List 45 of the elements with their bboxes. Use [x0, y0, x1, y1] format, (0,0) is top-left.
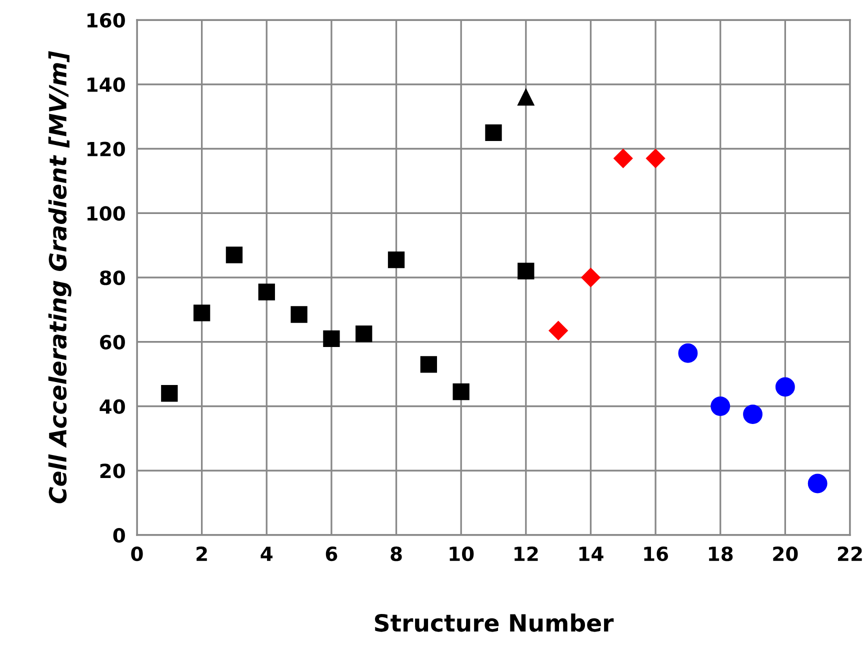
point [161, 385, 178, 402]
point [518, 262, 534, 280]
y-tick-label: 60 [100, 334, 125, 350]
x-axis-title: Structure Number [374, 614, 614, 632]
point [356, 325, 372, 342]
point [581, 268, 600, 288]
x-tick-label: 12 [514, 546, 538, 561]
point [646, 148, 666, 168]
point [548, 321, 568, 340]
x-tick-label: 14 [579, 546, 604, 561]
point [226, 246, 243, 264]
point [290, 306, 308, 323]
y-tick-label: 40 [100, 399, 125, 414]
x-tick-label: 6 [326, 546, 338, 562]
x-tick-label: 16 [644, 546, 668, 562]
point [420, 356, 438, 373]
x-tick-label: 22 [838, 546, 862, 561]
y-axis-title: Cell Accelerating Gradient [MV/m] [48, 51, 72, 504]
x-tick-label: 0 [131, 546, 143, 562]
point [258, 284, 275, 300]
x-tick-label: 4 [260, 546, 273, 561]
point [775, 377, 795, 397]
point [388, 251, 405, 268]
y-tick-label: 0 [113, 528, 125, 543]
x-tick-label: 8 [390, 546, 402, 562]
point [710, 396, 730, 416]
y-tick-label: 140 [87, 77, 125, 92]
y-tick-label: 80 [100, 270, 125, 286]
point [743, 404, 762, 424]
point [485, 124, 502, 141]
y-tick-label: 100 [87, 206, 125, 221]
y-tick-label: 120 [87, 142, 125, 156]
point [323, 330, 340, 347]
point [452, 383, 470, 400]
x-tick-label: 10 [450, 546, 474, 562]
y-tick-label: 160 [87, 12, 125, 28]
y-tick-label: 20 [100, 464, 125, 478]
x-tick-label: 18 [709, 546, 733, 562]
point [518, 88, 534, 106]
point [678, 343, 698, 363]
x-tick-label: 20 [773, 546, 798, 562]
point [614, 148, 633, 168]
point [193, 304, 210, 322]
point [808, 474, 828, 494]
x-tick-label: 2 [196, 546, 207, 561]
